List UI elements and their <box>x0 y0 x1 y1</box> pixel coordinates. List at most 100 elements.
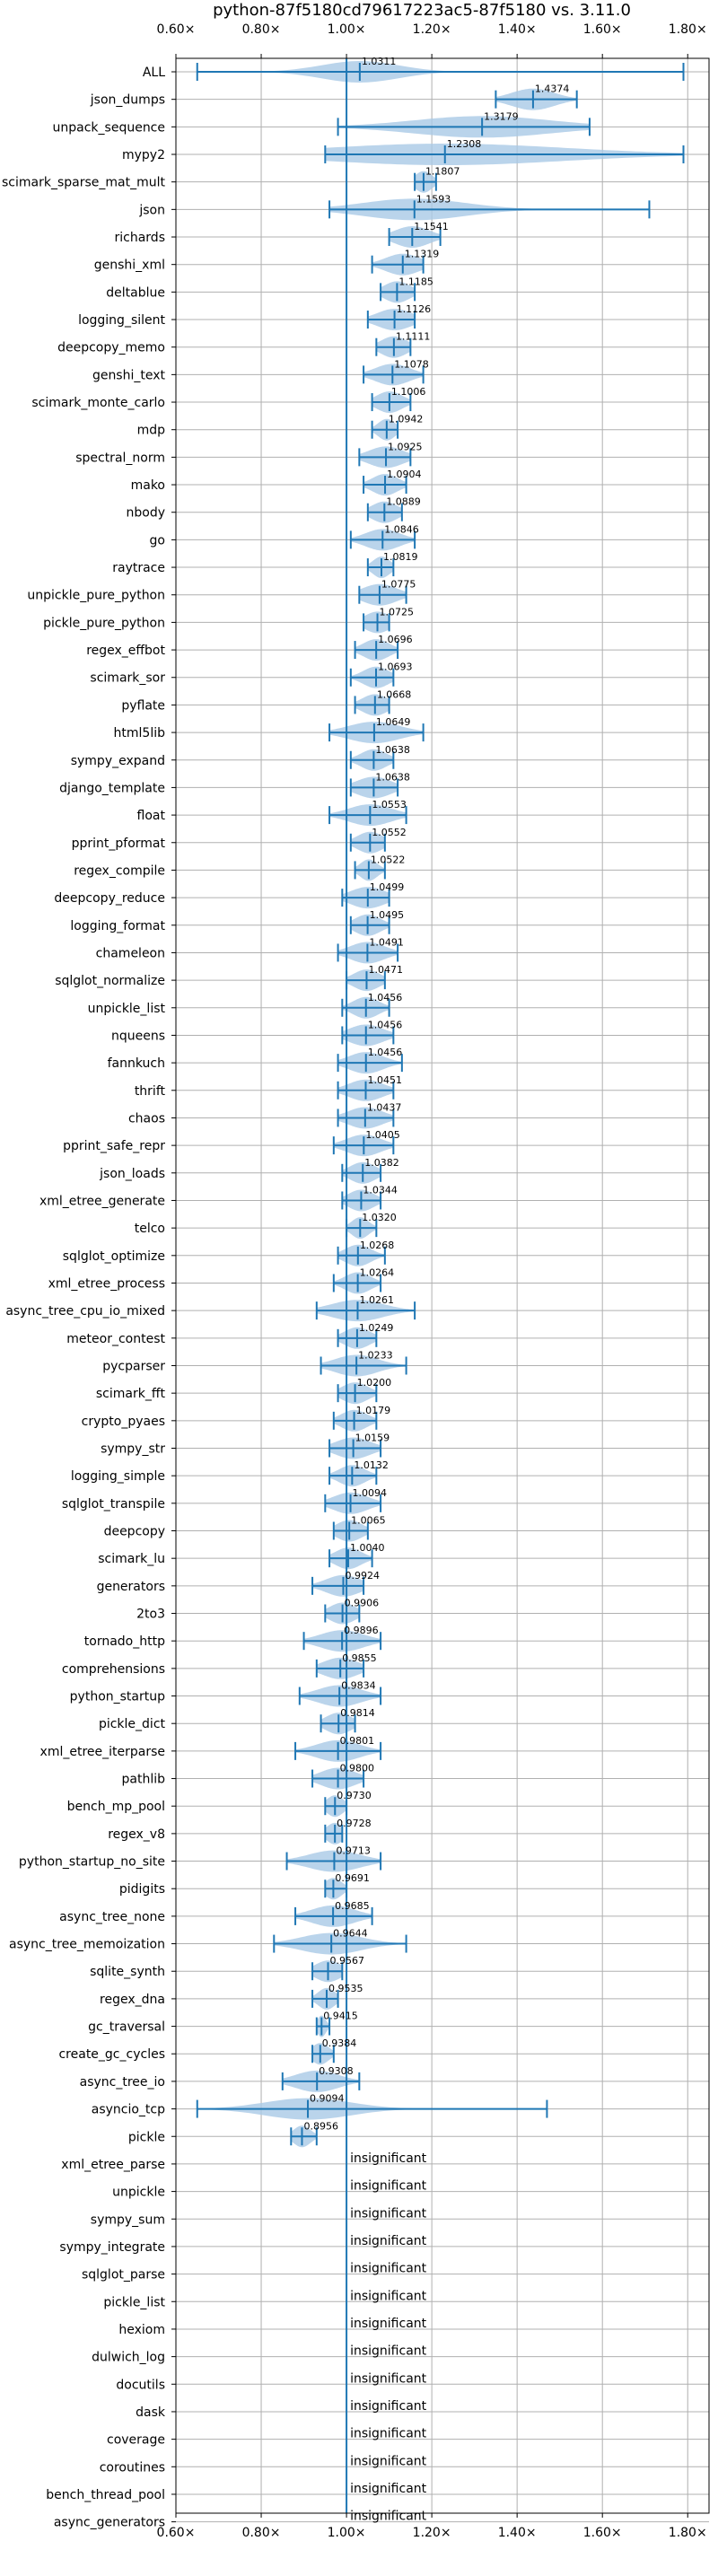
benchmark-label: asyncio_tcp <box>92 2103 165 2117</box>
value-label: 0.9094 <box>310 2093 345 2105</box>
benchmark-label: async_generators <box>54 2516 165 2530</box>
benchmark-label: coverage <box>107 2433 165 2448</box>
insignificant-label: insignificant <box>350 2482 427 2496</box>
benchmark-label: json <box>138 203 165 217</box>
insignificant-label: insignificant <box>350 2206 427 2221</box>
chart-title: python-87f5180cd79617223ac5-87f5180 vs. … <box>213 1 631 20</box>
value-label: 1.0725 <box>380 606 415 618</box>
benchmark-label: async_tree_memoization <box>9 1938 165 1952</box>
value-label: 0.9567 <box>330 1955 365 1967</box>
benchmark-label: scimark_monte_carlo <box>31 396 165 410</box>
value-label: 1.0456 <box>368 992 403 1003</box>
value-label: 1.3179 <box>484 110 519 122</box>
x-tick-label-bottom: 1.40× <box>498 2526 537 2540</box>
x-tick-label-top: 1.40× <box>498 22 537 37</box>
benchmark-label: bench_mp_pool <box>67 1800 165 1814</box>
insignificant-label: insignificant <box>350 2289 427 2303</box>
value-label: 1.0499 <box>370 881 405 893</box>
value-label: 1.1593 <box>416 193 451 205</box>
benchmark-label: python_startup_no_site <box>19 1855 165 1870</box>
benchmark-label: coroutines <box>100 2460 165 2475</box>
benchmark-label: async_tree_io <box>80 2075 165 2090</box>
benchmark-label: genshi_text <box>92 368 166 382</box>
benchmark-label: xml_etree_process <box>48 1276 165 1291</box>
value-label: 1.0522 <box>371 854 406 865</box>
insignificant-label: insignificant <box>350 2234 427 2248</box>
benchmark-label: telco <box>135 1222 165 1236</box>
x-tick-label-bottom: 0.60× <box>157 2526 196 2540</box>
value-label: 1.0668 <box>377 688 412 700</box>
value-label: 1.0552 <box>372 827 407 838</box>
benchmark-label: meteor_contest <box>66 1332 165 1346</box>
benchmark-label: async_tree_none <box>59 1910 165 1924</box>
value-label: 0.9855 <box>342 1652 377 1664</box>
value-label: 1.4374 <box>535 83 570 95</box>
x-tick-label-bottom: 1.60× <box>583 2526 622 2540</box>
value-label: 1.0132 <box>354 1459 389 1471</box>
grid-layer <box>171 54 709 2523</box>
benchmark-label: docutils <box>116 2378 165 2392</box>
label-layer: 0.60× 0.60× 0.80× 0.80× 1.00× 1.00× 1.20× 1.20×… <box>2 22 707 2540</box>
benchmark-label: regex_compile <box>74 863 165 878</box>
insignificant-label: insignificant <box>350 2399 427 2414</box>
value-label: 0.9834 <box>341 1680 376 1692</box>
value-label: 1.0261 <box>359 1294 394 1306</box>
benchmark-label: python_startup <box>70 1690 165 1704</box>
benchmark-label: scimark_sor <box>90 671 165 686</box>
value-label: 1.0638 <box>375 771 410 783</box>
benchmark-label: logging_format <box>70 919 165 933</box>
benchmark-label: pycparser <box>102 1359 165 1373</box>
benchmark-label: sqlglot_optimize <box>63 1249 165 1264</box>
value-label: 1.0638 <box>375 744 410 756</box>
benchmark-label: thrift <box>135 1084 166 1099</box>
value-label: 0.8956 <box>303 2120 338 2132</box>
benchmark-label: unpickle_pure_python <box>27 589 165 603</box>
value-label: 0.9415 <box>323 2011 358 2022</box>
benchmark-label: regex_dna <box>100 1993 165 2007</box>
value-label: 1.1111 <box>396 331 431 343</box>
benchmark-label: pidigits <box>119 1882 165 1897</box>
value-label: 1.0925 <box>388 441 423 452</box>
benchmark-label: ALL <box>143 66 165 80</box>
value-label: 1.0904 <box>387 469 422 480</box>
x-tick-label-top: 1.00× <box>328 22 366 37</box>
value-label: 0.9924 <box>345 1570 380 1582</box>
x-tick-label-bottom: 0.80× <box>242 2526 281 2540</box>
benchmark-label: unpickle_list <box>88 1002 166 1016</box>
benchmark-label: django_template <box>59 781 165 795</box>
value-label: 0.9691 <box>335 1872 370 1884</box>
benchmark-label: go <box>150 533 165 548</box>
benchmark-label: dask <box>136 2405 166 2420</box>
value-label: 1.0456 <box>368 1047 403 1058</box>
value-label: 0.9801 <box>340 1735 375 1747</box>
x-tick-label-bottom: 1.00× <box>328 2526 366 2540</box>
benchmark-label: scimark_fft <box>96 1387 166 1401</box>
benchmark-label: dulwich_log <box>92 2351 165 2365</box>
benchmark-label: mypy2 <box>122 148 165 162</box>
benchmark-label: html5lib <box>114 726 166 740</box>
value-label: 1.0437 <box>367 1101 402 1113</box>
benchmark-label: pickle_dict <box>99 1717 166 1731</box>
value-label: 0.9814 <box>340 1707 375 1719</box>
benchmark-label: sympy_sum <box>91 2212 165 2227</box>
x-tick-label-bottom: 1.20× <box>413 2526 451 2540</box>
value-label: 1.1807 <box>425 166 460 178</box>
benchmark-label: sqlglot_transpile <box>62 1497 165 1511</box>
value-label: 1.0382 <box>364 1157 399 1169</box>
benchmark-label: deepcopy_memo <box>57 341 165 355</box>
benchmark-label: raytrace <box>112 561 165 575</box>
value-label: 0.9384 <box>322 2037 357 2049</box>
value-label: 1.0696 <box>378 634 413 645</box>
value-label: 0.9535 <box>328 1983 363 1994</box>
value-label: 1.0456 <box>368 1019 403 1030</box>
benchmark-label: regex_v8 <box>108 1827 165 1842</box>
benchmark-label: gc_traversal <box>88 2020 165 2035</box>
benchmark-label: hexiom <box>118 2323 165 2337</box>
value-label: 1.0889 <box>386 496 421 508</box>
benchmark-label: fannkuch <box>108 1056 165 1071</box>
benchmark-label: sqlite_synth <box>90 1965 165 1979</box>
x-tick-label-top: 1.20× <box>413 22 451 37</box>
benchmark-label: pprint_safe_repr <box>63 1139 165 1153</box>
benchmark-label: logging_silent <box>78 313 165 328</box>
x-tick-label-top: 0.80× <box>242 22 281 37</box>
